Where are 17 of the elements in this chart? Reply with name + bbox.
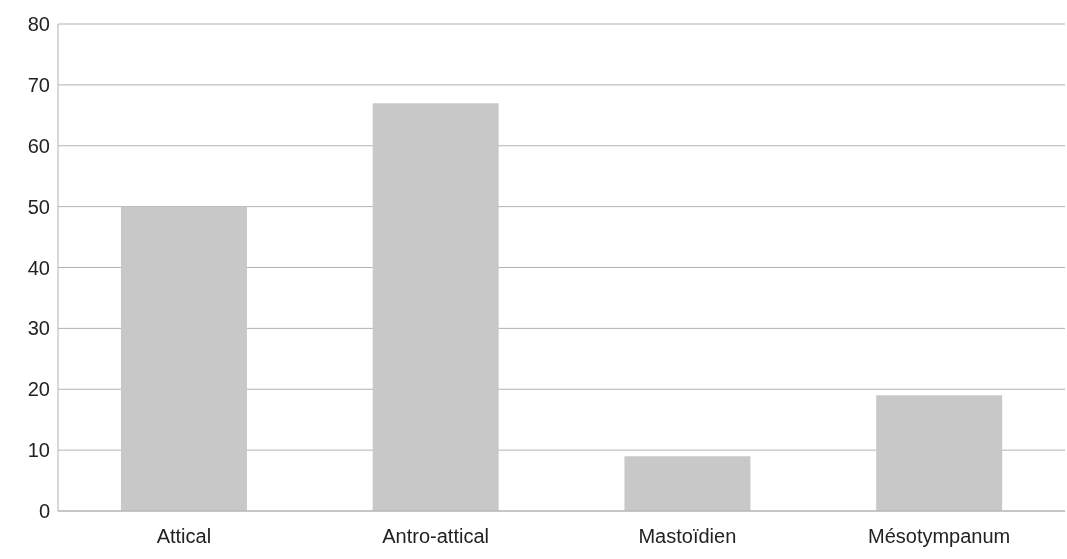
y-tick-label: 0 bbox=[38, 500, 50, 523]
bar bbox=[624, 456, 751, 511]
x-tick-label: Mastoïdien bbox=[638, 525, 737, 548]
x-tick-label: Antro-attical bbox=[382, 525, 489, 548]
y-tick-label: 40 bbox=[27, 256, 50, 279]
bar bbox=[120, 206, 247, 511]
y-tick-label: 70 bbox=[27, 73, 50, 96]
y-tick-label: 60 bbox=[27, 134, 50, 157]
y-tick-label: 20 bbox=[27, 378, 50, 401]
bar bbox=[876, 395, 1003, 511]
x-tick-label: Mésotympanum bbox=[867, 525, 1011, 548]
y-tick-label: 80 bbox=[27, 13, 50, 36]
y-tick-label: 50 bbox=[27, 195, 50, 218]
x-tick-label: Attical bbox=[156, 525, 212, 548]
y-tick-label: 30 bbox=[27, 317, 50, 340]
bar bbox=[372, 103, 499, 511]
y-tick-label: 10 bbox=[27, 439, 50, 462]
